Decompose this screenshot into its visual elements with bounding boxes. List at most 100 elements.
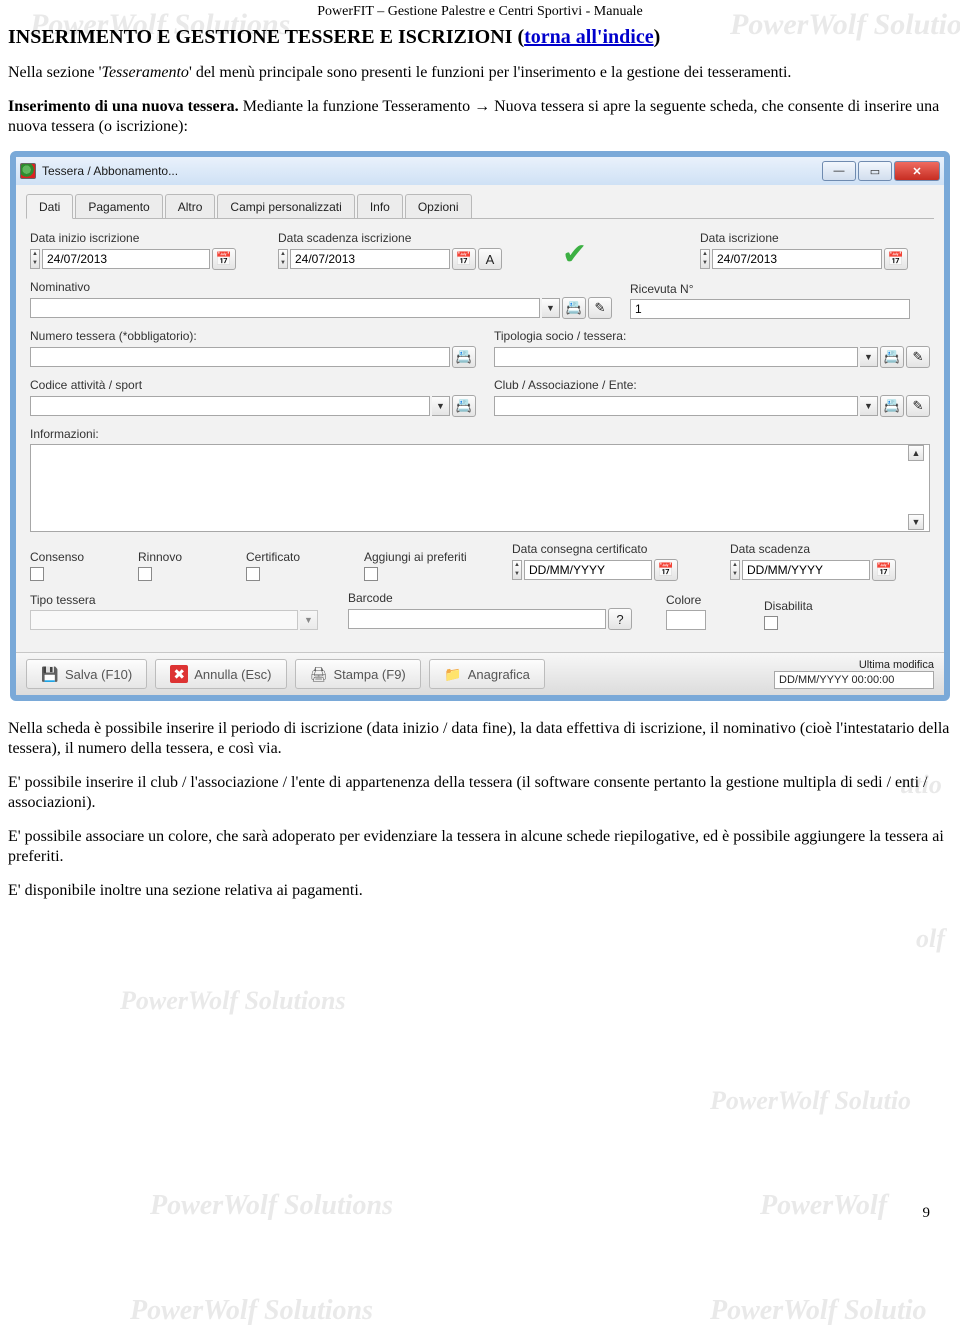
- folder-icon: 📁: [444, 665, 462, 683]
- label-data-inizio: Data inizio iscrizione: [30, 231, 260, 245]
- checkbox-disabilita[interactable]: [764, 616, 778, 630]
- input-tipo-tessera[interactable]: [30, 610, 298, 630]
- label-data-consegna: Data consegna certificato: [512, 542, 712, 556]
- app-icon: [20, 163, 36, 179]
- close-button[interactable]: ✕: [894, 161, 940, 181]
- intro-paragraph-2: Inserimento di una nuova tessera. Median…: [8, 97, 952, 137]
- dropdown-icon[interactable]: ▼: [300, 610, 318, 630]
- anagrafica-button[interactable]: 📁 Anagrafica: [429, 659, 545, 689]
- lookup-icon[interactable]: 📇: [880, 346, 904, 368]
- input-codice-attivita[interactable]: [30, 396, 430, 416]
- dialog-toolbar: 💾 Salva (F10) ✖ Annulla (Esc) 🖨 Stampa (…: [16, 652, 944, 695]
- label-data-iscrizione: Data iscrizione: [700, 231, 930, 245]
- label-club: Club / Associazione / Ente:: [494, 378, 930, 392]
- checkbox-consenso[interactable]: [30, 567, 44, 581]
- calendar-icon[interactable]: 📅: [452, 248, 476, 270]
- label-ultima-modifica: Ultima modifica: [859, 659, 934, 671]
- label-numero-tessera: Numero tessera (*obbligatorio):: [30, 329, 476, 343]
- after-paragraph-3: E' possibile associare un colore, che sa…: [8, 827, 952, 867]
- window-title: Tessera / Abbonamento...: [42, 164, 816, 178]
- input-numero-tessera[interactable]: [30, 347, 450, 367]
- after-paragraph-1: Nella scheda è possibile inserire il per…: [8, 719, 952, 759]
- input-tipologia[interactable]: [494, 347, 858, 367]
- label-tipologia: Tipologia socio / tessera:: [494, 329, 930, 343]
- input-data-consegna[interactable]: [524, 560, 652, 580]
- label-codice-attivita: Codice attività / sport: [30, 378, 476, 392]
- input-data-scadenza-iscr[interactable]: [290, 249, 450, 269]
- help-icon[interactable]: ?: [608, 608, 632, 630]
- lookup-icon[interactable]: 📇: [452, 346, 476, 368]
- section-title-text: INSERIMENTO E GESTIONE TESSERE E ISCRIZI…: [8, 26, 512, 48]
- cancel-icon: ✖: [170, 665, 188, 683]
- minimize-button[interactable]: —: [822, 161, 856, 181]
- dropdown-icon[interactable]: ▼: [860, 347, 878, 367]
- intro-paragraph-1: Nella sezione 'Tesseramento' del menù pr…: [8, 63, 952, 83]
- print-icon: 🖨: [310, 665, 328, 683]
- lookup-icon[interactable]: 📇: [880, 395, 904, 417]
- stampa-button[interactable]: 🖨 Stampa (F9): [295, 659, 421, 689]
- input-club[interactable]: [494, 396, 858, 416]
- label-data-scadenza-iscr: Data scadenza iscrizione: [278, 231, 538, 245]
- label-data-scadenza: Data scadenza: [730, 542, 930, 556]
- paren-close: ): [654, 26, 661, 48]
- lookup-icon[interactable]: 📇: [452, 395, 476, 417]
- edit-icon[interactable]: ✎: [906, 395, 930, 417]
- tab-opzioni[interactable]: Opzioni: [405, 194, 472, 218]
- tessera-dialog: Tessera / Abbonamento... — ▭ ✕ Dati Paga…: [10, 151, 950, 701]
- input-data-inizio[interactable]: [42, 249, 210, 269]
- a-button[interactable]: A: [478, 248, 502, 270]
- label-tipo-tessera: Tipo tessera: [30, 593, 330, 607]
- page-number: 9: [923, 1205, 931, 1222]
- spinner-data-scadenza[interactable]: ▲▼: [730, 560, 740, 580]
- after-paragraph-4: E' disponibile inoltre una sezione relat…: [8, 881, 952, 901]
- annulla-button[interactable]: ✖ Annulla (Esc): [155, 659, 286, 689]
- scroll-down-icon[interactable]: ▼: [908, 514, 924, 530]
- calendar-icon[interactable]: 📅: [884, 248, 908, 270]
- scroll-up-icon[interactable]: ▲: [908, 445, 924, 461]
- tab-dati[interactable]: Dati: [26, 194, 73, 219]
- window-titlebar: Tessera / Abbonamento... — ▭ ✕: [16, 157, 944, 185]
- label-colore: Colore: [666, 593, 746, 607]
- label-disabilita: Disabilita: [764, 599, 854, 613]
- maximize-button[interactable]: ▭: [858, 161, 892, 181]
- value-ultima-modifica: DD/MM/YYYY 00:00:00: [774, 671, 934, 689]
- label-preferiti: Aggiungi ai preferiti: [364, 550, 494, 564]
- label-consenso: Consenso: [30, 550, 120, 564]
- checkbox-certificato[interactable]: [246, 567, 260, 581]
- tab-info[interactable]: Info: [357, 194, 403, 218]
- index-link[interactable]: torna all'indice: [524, 26, 653, 48]
- dropdown-icon[interactable]: ▼: [542, 298, 560, 318]
- edit-icon[interactable]: ✎: [588, 297, 612, 319]
- input-data-iscrizione[interactable]: [712, 249, 882, 269]
- spinner-data-consegna[interactable]: ▲▼: [512, 560, 522, 580]
- input-informazioni[interactable]: [30, 444, 930, 532]
- label-rinnovo: Rinnovo: [138, 550, 228, 564]
- tab-altro[interactable]: Altro: [165, 194, 216, 218]
- input-ricevuta[interactable]: [630, 299, 910, 319]
- spinner-data-scadenza-iscr[interactable]: ▲▼: [278, 249, 288, 269]
- input-nominativo[interactable]: [30, 298, 540, 318]
- calendar-icon[interactable]: 📅: [872, 559, 896, 581]
- check-icon: ✔: [562, 240, 598, 270]
- tab-pagamento[interactable]: Pagamento: [75, 194, 162, 218]
- dropdown-icon[interactable]: ▼: [432, 396, 450, 416]
- edit-icon[interactable]: ✎: [906, 346, 930, 368]
- spinner-data-inizio[interactable]: ▲▼: [30, 249, 40, 269]
- label-informazioni: Informazioni:: [30, 427, 930, 441]
- checkbox-preferiti[interactable]: [364, 567, 378, 581]
- checkbox-rinnovo[interactable]: [138, 567, 152, 581]
- section-heading: INSERIMENTO E GESTIONE TESSERE E ISCRIZI…: [8, 26, 952, 49]
- tab-campi-personalizzati[interactable]: Campi personalizzati: [217, 194, 354, 218]
- calendar-icon[interactable]: 📅: [654, 559, 678, 581]
- label-nominativo: Nominativo: [30, 280, 612, 294]
- spinner-data-iscrizione[interactable]: ▲▼: [700, 249, 710, 269]
- input-data-scadenza[interactable]: [742, 560, 870, 580]
- input-barcode[interactable]: [348, 609, 606, 629]
- calendar-icon[interactable]: 📅: [212, 248, 236, 270]
- label-barcode: Barcode: [348, 591, 648, 605]
- color-picker[interactable]: [666, 610, 706, 630]
- dropdown-icon[interactable]: ▼: [860, 396, 878, 416]
- salva-button[interactable]: 💾 Salva (F10): [26, 659, 147, 689]
- after-paragraph-2: E' possibile inserire il club / l'associ…: [8, 773, 952, 813]
- lookup-icon[interactable]: 📇: [562, 297, 586, 319]
